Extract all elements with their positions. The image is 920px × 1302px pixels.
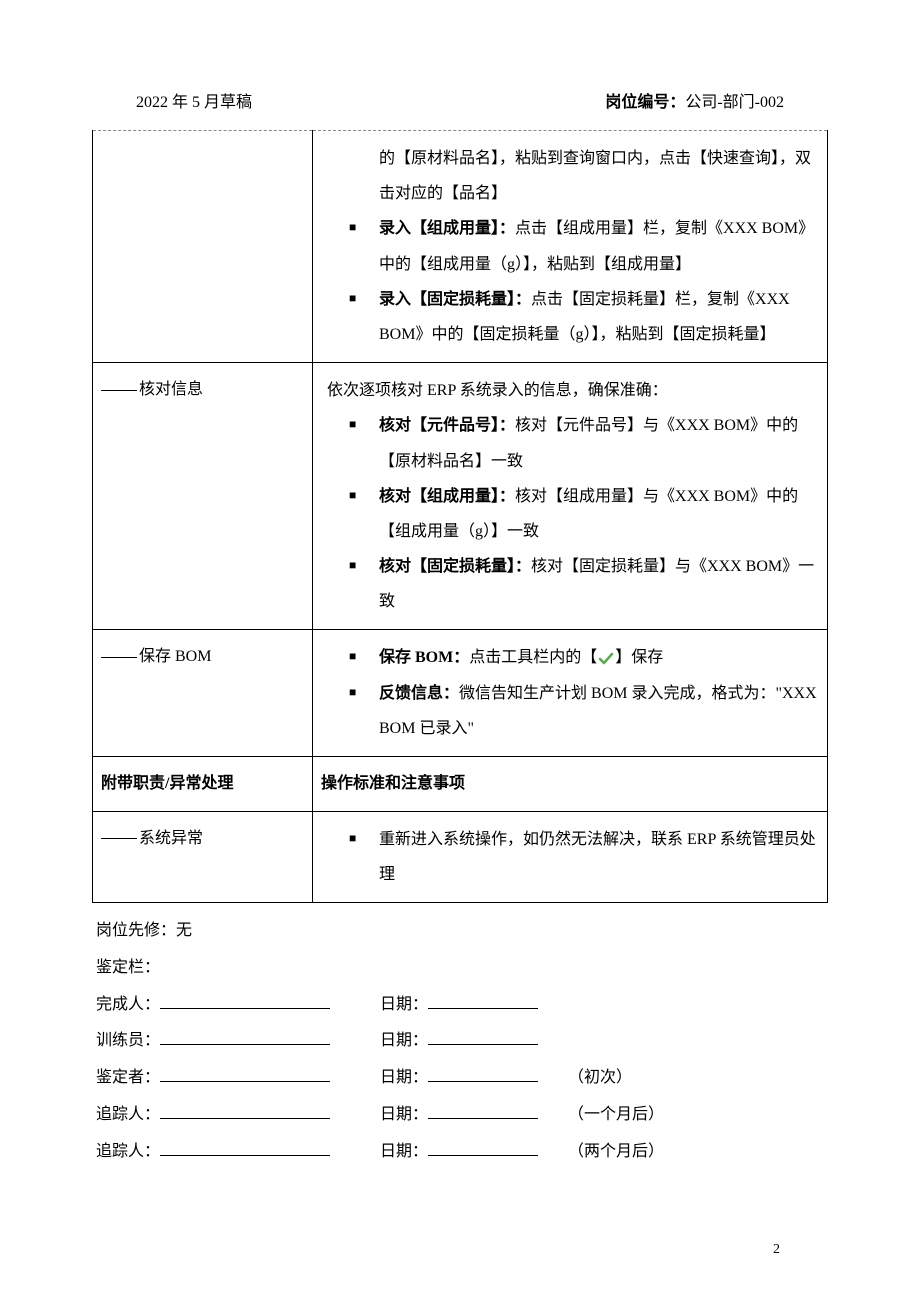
row1-bullet2: 核对【固定损耗量】：核对【固定损耗量】与《XXX BOM》一致 [349,549,819,619]
check-save-icon [597,650,615,668]
header-right-label: 岗位编号： [605,94,685,111]
row3-left: 附带职责/异常处理 [93,757,313,812]
sig4-date-line [428,1140,538,1156]
post-table-section: 岗位先修：无 鉴定栏： 完成人： 日期： 训练员： 日期： 鉴定者： 日期： （… [92,913,828,1171]
row2-left: 保存 BOM [93,630,313,757]
header-right-value: 公司-部门-002 [685,94,784,111]
prereq-line: 岗位先修：无 [96,913,828,950]
sig-row-1: 训练员： 日期： [96,1023,828,1060]
table-row: 核对信息 依次逐项核对 ERP 系统录入的信息，确保准确： 核对【元件品号】：核… [93,363,828,630]
table-row: 附带职责/异常处理 操作标准和注意事项 [93,757,828,812]
row1-label: 核对信息 [139,373,203,407]
row4-label: 系统异常 [139,822,203,856]
sig-row-4: 追踪人： 日期： （两个月后） [96,1134,828,1171]
table-row: 系统异常 重新进入系统操作，如仍然无法解决，联系 ERP 系统管理员处理 [93,811,828,902]
sig3-note: （一个月后） [568,1097,664,1134]
sig4-note: （两个月后） [568,1134,664,1171]
row2-label: 保存 BOM [139,640,211,674]
row1-b1-bold: 核对【组成用量】： [379,488,515,505]
row1-bullet0: 核对【元件品号】：核对【元件品号】与《XXX BOM》中的【原材料品名】一致 [349,408,819,478]
row4-bullet0: 重新进入系统操作，如仍然无法解决，联系 ERP 系统管理员处理 [349,822,819,892]
sig1-date-line [428,1029,538,1045]
sig0-date: 日期： [380,987,428,1024]
row0-bullet1: 录入【组成用量】：点击【组成用量】栏，复制《XXX BOM》中的【组成用量（g）… [349,211,819,281]
table-row: 保存 BOM 保存 BOM：点击工具栏内的【 】保存 反馈信息：微信告知生产计划 … [93,630,828,757]
sig-row-3: 追踪人： 日期： （一个月后） [96,1097,828,1134]
sig2-date-line [428,1066,538,1082]
sig-row-0: 完成人： 日期： [96,987,828,1024]
panel-line: 鉴定栏： [96,950,828,987]
main-table: 的【原材料品名】，粘贴到查询窗口内，点击【快速查询】，双击对应的【品名】录入【组… [92,130,828,903]
sig1-date: 日期： [380,1023,428,1060]
header-right: 岗位编号：公司-部门-002 [605,88,784,112]
row1-left: 核对信息 [93,363,313,630]
page-number: 2 [773,1242,780,1258]
sig2-label: 鉴定者： [96,1060,160,1097]
row1-b0-bold: 核对【元件品号】： [379,417,515,434]
row2-bullet1: 反馈信息：微信告知生产计划 BOM 录入完成，格式为："XXX BOM 已录入" [349,676,819,746]
sig-row-2: 鉴定者： 日期： （初次） [96,1060,828,1097]
row1-intro: 依次逐项核对 ERP 系统录入的信息，确保准确： [321,373,819,408]
sig4-date: 日期： [380,1134,428,1171]
row4-left: 系统异常 [93,811,313,902]
sig4-label: 追踪人： [96,1134,160,1171]
row3-right: 操作标准和注意事项 [313,757,828,812]
header-left: 2022 年 5 月草稿 [136,88,252,112]
sig2-line [160,1066,330,1082]
row0-bullet2: 录入【固定损耗量】：点击【固定损耗量】栏，复制《XXX BOM》中的【固定损耗量… [349,282,819,352]
row1-right: 依次逐项核对 ERP 系统录入的信息，确保准确： 核对【元件品号】：核对【元件品… [313,363,828,630]
sig1-line [160,1029,330,1045]
sig3-label: 追踪人： [96,1097,160,1134]
row4-right: 重新进入系统操作，如仍然无法解决，联系 ERP 系统管理员处理 [313,811,828,902]
sig3-date-line [428,1103,538,1119]
sig0-line [160,993,330,1009]
row2-b0-bold: 保存 BOM： [379,649,469,666]
page-header: 2022 年 5 月草稿 岗位编号：公司-部门-002 [92,88,828,112]
sig4-line [160,1140,330,1156]
sig3-date: 日期： [380,1097,428,1134]
sig2-note: （初次） [568,1060,632,1097]
row0-left [93,131,313,363]
sig1-label: 训练员： [96,1023,160,1060]
row0-cont-text: 的【原材料品名】，粘贴到查询窗口内，点击【快速查询】，双击对应的【品名】 [321,141,819,211]
row2-right: 保存 BOM：点击工具栏内的【 】保存 反馈信息：微信告知生产计划 BOM 录入完… [313,630,828,757]
row2-b0-rest-b: 】保存 [615,649,663,666]
sig0-date-line [428,993,538,1009]
row1-b2-bold: 核对【固定损耗量】： [379,558,531,575]
row0-right: 的【原材料品名】，粘贴到查询窗口内，点击【快速查询】，双击对应的【品名】录入【组… [313,131,828,363]
row2-bullet0: 保存 BOM：点击工具栏内的【 】保存 [349,640,819,675]
sig2-date: 日期： [380,1060,428,1097]
row2-b0-rest-a: 点击工具栏内的【 [469,649,597,666]
sig0-label: 完成人： [96,987,160,1024]
table-row: 的【原材料品名】，粘贴到查询窗口内，点击【快速查询】，双击对应的【品名】录入【组… [93,131,828,363]
sig3-line [160,1103,330,1119]
row1-bullet1: 核对【组成用量】：核对【组成用量】与《XXX BOM》中的【组成用量（g）】一致 [349,479,819,549]
row2-b1-bold: 反馈信息： [379,685,459,702]
